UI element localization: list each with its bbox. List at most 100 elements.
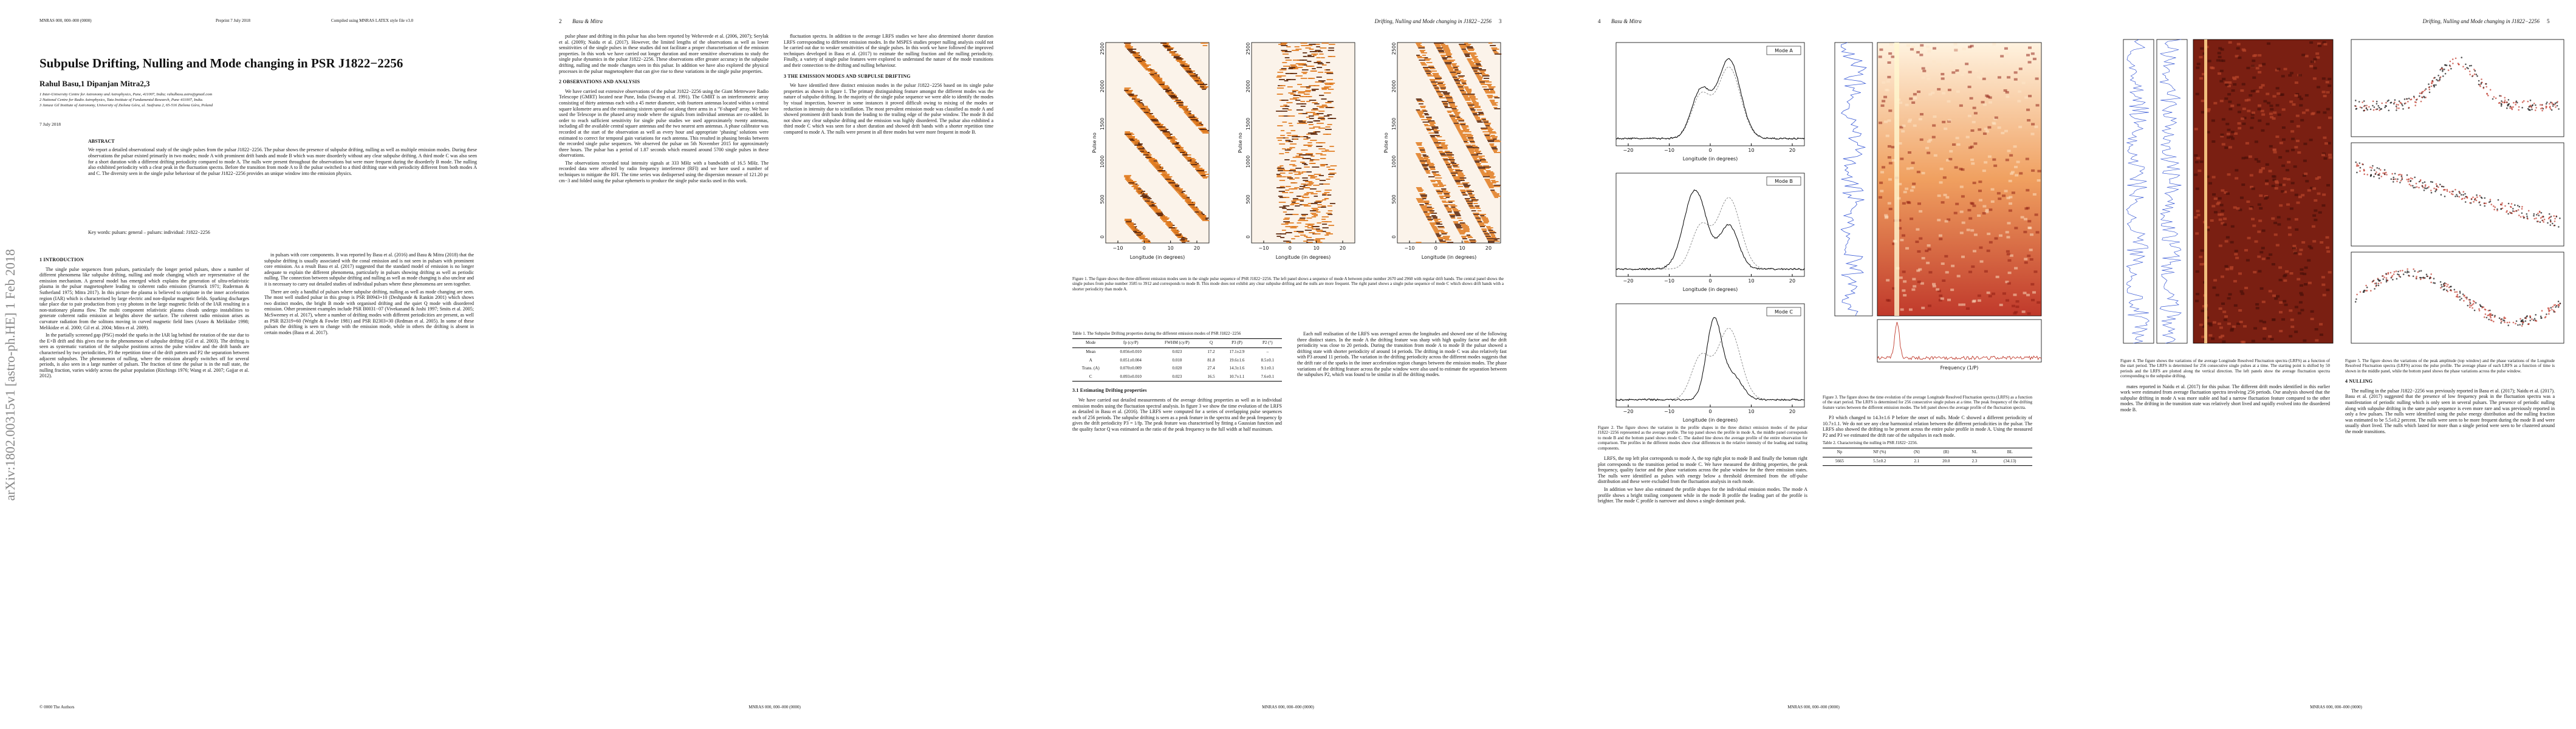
spectrum-pixel	[2244, 156, 2249, 159]
subpulse	[1325, 107, 1333, 108]
subpulse	[1125, 179, 1129, 180]
subpulse	[1306, 112, 1313, 113]
subpulse	[1132, 97, 1137, 98]
subpulse	[1185, 158, 1190, 159]
subpulse	[1433, 74, 1439, 75]
subpulse	[1489, 176, 1496, 177]
subpulse	[1459, 222, 1465, 224]
subpulse	[1125, 45, 1130, 46]
spectrum-pixel	[2244, 248, 2249, 252]
subpulse	[1301, 149, 1308, 151]
subpulse	[1285, 140, 1291, 141]
scatter-point	[2484, 197, 2486, 199]
spectrum-pixel	[1987, 126, 1992, 129]
y-tick-label: 0	[1391, 235, 1397, 238]
scatter-point	[2377, 105, 2379, 107]
subpulse	[1283, 197, 1290, 198]
subpulse	[1482, 231, 1487, 232]
subpulse	[1300, 101, 1306, 102]
subpulse	[1491, 147, 1497, 148]
subpulse	[1199, 215, 1206, 216]
scatter-point	[2485, 202, 2487, 205]
subpulse	[1325, 129, 1332, 130]
subpulse	[1176, 147, 1184, 148]
subpulse	[1290, 204, 1295, 205]
spectrum-pixel	[2031, 169, 2035, 172]
subpulse	[1418, 158, 1426, 159]
scatter-point	[2538, 214, 2540, 217]
subpulse	[1285, 214, 1293, 215]
subpulse	[1481, 74, 1489, 75]
paragraph: We have carried out extensive observatio…	[559, 88, 769, 159]
spectrum-pixel	[2213, 211, 2218, 214]
spectrum-pixel	[1939, 181, 1943, 184]
legend-box	[1766, 176, 1801, 186]
subpulse	[1307, 225, 1314, 226]
spectrum-pixel	[1892, 242, 1896, 245]
subpulse	[1461, 80, 1467, 81]
subpulse	[1451, 163, 1457, 164]
subpulse	[1200, 130, 1208, 131]
subpulse	[1467, 203, 1473, 204]
spectrum-pixel	[2004, 47, 2008, 50]
scatter-point	[2417, 271, 2419, 273]
subpulse	[1191, 77, 1197, 78]
spectrum-pixel	[2238, 56, 2242, 60]
subpulse	[1430, 125, 1436, 126]
subpulse	[1302, 177, 1308, 179]
subpulse	[1184, 197, 1190, 198]
subpulse	[1492, 50, 1496, 51]
spectrum-pixel	[2255, 67, 2259, 70]
scatter-point	[2475, 199, 2478, 202]
subpulse	[1138, 193, 1143, 194]
subpulse	[1133, 143, 1139, 145]
scatter-point	[2480, 305, 2482, 307]
subpulse	[1493, 51, 1498, 52]
scatter-point	[2402, 270, 2403, 272]
subpulse	[1486, 226, 1491, 227]
subpulse	[1487, 140, 1495, 141]
subpulse	[1430, 79, 1436, 80]
spectrum-pixel	[2281, 108, 2286, 111]
spectrum-pixel	[2227, 93, 2232, 96]
subpulse	[1485, 80, 1489, 81]
subpulse	[1425, 60, 1430, 61]
subpulse	[1196, 125, 1203, 126]
subpulse	[1480, 83, 1485, 84]
spectrum-pixel	[2221, 189, 2225, 192]
subpulse	[1468, 139, 1473, 140]
spectrum-pixel	[1918, 268, 1922, 271]
scatter-point	[2420, 270, 2422, 272]
subpulse	[1286, 148, 1292, 149]
data-table: Np NF (%) ⟨N⟩ ⟨B⟩ NL BL 5665 5.5±0.2 2.1 20.0 2.3(…	[1823, 448, 2032, 467]
subpulse	[1189, 72, 1193, 73]
spectrum-pixel	[1913, 93, 1917, 96]
subpulse	[1431, 70, 1437, 72]
spectrum-pixel	[1981, 101, 1985, 104]
subpulse	[1309, 85, 1316, 86]
scatter-point	[2524, 320, 2527, 322]
subpulse	[1476, 66, 1482, 67]
table-header-cell: NL	[1961, 448, 1988, 457]
subpulse	[1124, 90, 1129, 91]
subpulse	[1180, 64, 1185, 66]
subpulse	[1491, 191, 1496, 192]
spectrum-pixel	[2323, 157, 2328, 160]
subpulse	[1324, 86, 1331, 87]
spectrum-pixel	[2259, 251, 2264, 254]
spectrum-pixel	[2237, 122, 2241, 125]
spectrum-pixel	[1967, 86, 1971, 89]
subpulse	[1477, 210, 1482, 211]
subpulse	[1438, 183, 1444, 185]
subpulse	[1478, 157, 1482, 158]
subpulse	[1467, 202, 1473, 203]
spectrum-pixel	[2202, 73, 2206, 76]
spectrum-pixel	[2219, 100, 2224, 103]
table-header-cell: BL	[1987, 448, 2032, 457]
x-tick-label: 20	[1789, 148, 1795, 153]
subpulse	[1437, 193, 1442, 194]
subpulse	[1447, 154, 1454, 156]
spectrum-pixel	[1970, 145, 1974, 148]
subpulse	[1444, 61, 1451, 62]
spectrum-pixel	[2273, 221, 2278, 224]
